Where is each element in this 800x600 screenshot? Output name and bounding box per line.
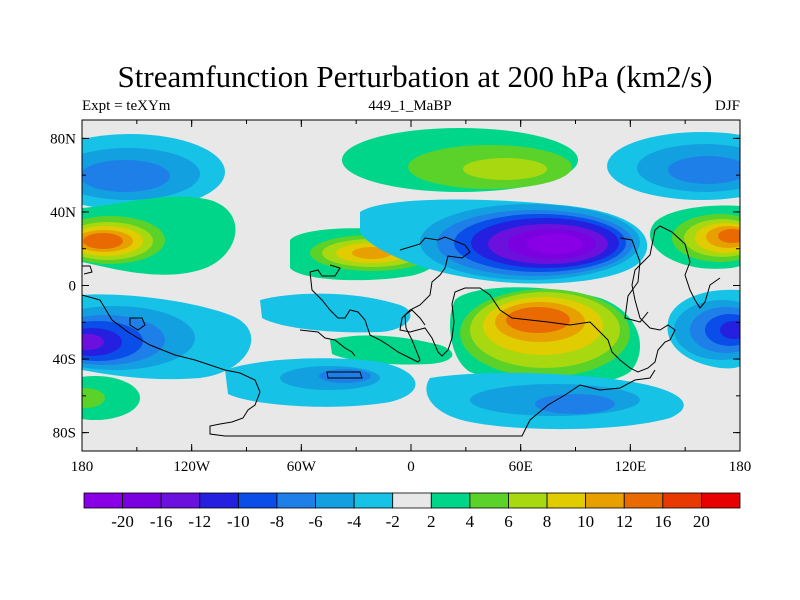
colorbar-swatch <box>199 492 239 509</box>
longitude-axis: 180 120W 60W 0 60E 120E 180 <box>71 120 752 475</box>
colorbar-swatch <box>662 492 702 509</box>
plot-title: Streamfunction Perturbation at 200 hPa (… <box>117 59 713 94</box>
lon-tick-label: 120E <box>614 459 646 475</box>
lat-tick-label: 40S <box>53 352 76 368</box>
north-pacific-low <box>82 134 225 210</box>
colorbar-swatch <box>392 492 432 509</box>
northwest-coast <box>309 264 341 277</box>
north-atlantic-asia-high <box>342 128 578 192</box>
colorbar-swatch <box>585 492 625 509</box>
colorbar-label: 4 <box>466 512 475 531</box>
south-america-high <box>330 335 453 365</box>
run-id-label: 449_1_MaBP <box>368 98 452 114</box>
colorbar-swatch <box>160 492 201 509</box>
streamfunction-field <box>82 120 740 451</box>
lon-tick-label: 60E <box>509 459 533 475</box>
lon-tick-label: 0 <box>407 459 415 475</box>
colorbar-swatch <box>237 492 278 509</box>
africa-eurasia-coast <box>399 225 721 373</box>
south-pacific-high <box>82 376 140 420</box>
colorbar-label: 2 <box>427 512 436 531</box>
colorbar-label: -20 <box>111 512 134 531</box>
lon-tick-label: 180 <box>71 459 94 475</box>
lon-tick-label: 120W <box>173 459 211 475</box>
colorbar-swatch <box>83 492 123 509</box>
lat-tick-label: 40N <box>50 205 76 221</box>
lon-tick-label: 60W <box>287 459 317 475</box>
colorbar-label: 8 <box>543 512 552 531</box>
lat-tick-label: 0 <box>69 279 77 295</box>
lon-tick-label: 180 <box>729 459 752 475</box>
colorbar-label: 6 <box>504 512 513 531</box>
pacific-island-coast <box>326 371 363 379</box>
colorbar-label: 12 <box>616 512 633 531</box>
colorbar-swatch <box>701 492 741 509</box>
caribbean-coast <box>129 317 146 331</box>
lat-tick-label: 80N <box>50 131 76 147</box>
colorbar-label: 20 <box>693 512 710 531</box>
colorbar-label: -6 <box>308 512 322 531</box>
colorbar-label: -4 <box>347 512 362 531</box>
north-pacific-high-east <box>650 205 740 269</box>
colorbar-label: 10 <box>577 512 594 531</box>
season-label: DJF <box>714 98 740 114</box>
equatorial-pacific-low <box>260 293 411 333</box>
colorbar-label: -12 <box>188 512 211 531</box>
south-pacific-low-west <box>82 294 252 380</box>
colorbar-swatch <box>508 492 548 509</box>
arctic-north-pacific-low-east <box>607 132 740 200</box>
colorbar-swatch <box>430 492 471 509</box>
colorbar-swatch <box>315 492 355 509</box>
colorbar-label: -10 <box>227 512 250 531</box>
indonesia-coast <box>619 237 649 323</box>
experiment-label: Expt = teXYm <box>82 98 171 114</box>
north-pacific-high-west <box>82 196 236 275</box>
colorbar-swatch <box>546 492 587 509</box>
coastlines <box>82 225 721 437</box>
colorbar: -20 -16 -12 -10 -8 -6 -4 -2 2 4 6 8 10 12 16 20 <box>83 492 741 531</box>
colorbar-swatch <box>276 492 316 509</box>
colorbar-swatch <box>469 492 509 509</box>
asia-low <box>360 199 648 284</box>
colorbar-label: -16 <box>150 512 173 531</box>
lat-tick-label: 80S <box>53 426 76 442</box>
colorbar-label: -8 <box>270 512 284 531</box>
south-atlantic-low <box>225 358 416 407</box>
alaska-coast <box>82 265 93 275</box>
latitude-axis: 80N 40N 0 40S 80S <box>50 131 740 442</box>
colorbar-swatch <box>353 492 394 509</box>
colorbar-label: -2 <box>386 512 400 531</box>
colorbar-swatch <box>623 492 664 509</box>
south-pacific-low-east <box>667 289 740 369</box>
south-america-coast <box>309 271 426 363</box>
colorbar-label: 16 <box>654 512 671 531</box>
indian-ocean-high <box>450 287 640 387</box>
north-america-coast <box>82 294 656 437</box>
central-america-coast <box>299 329 356 357</box>
colorbar-swatch <box>122 492 162 509</box>
